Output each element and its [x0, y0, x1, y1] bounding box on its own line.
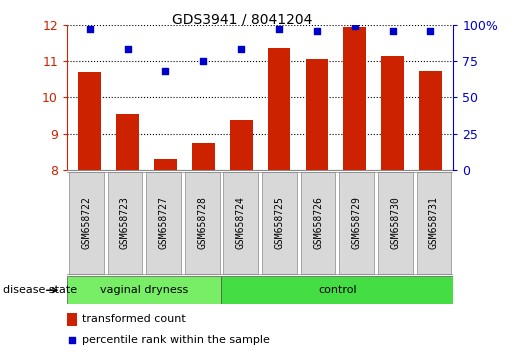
Bar	[67, 276, 221, 304]
Bar	[185, 172, 219, 274]
Point	[237, 47, 245, 52]
Bar	[381, 56, 404, 170]
Point	[388, 28, 397, 33]
Text: GSM658725: GSM658725	[274, 196, 284, 250]
Text: GSM658722: GSM658722	[81, 196, 91, 250]
Bar	[221, 276, 453, 304]
Text: transformed count: transformed count	[81, 314, 185, 325]
Bar	[301, 172, 335, 274]
Text: control: control	[318, 285, 356, 295]
Bar	[378, 172, 413, 274]
Point	[275, 26, 283, 32]
Point	[67, 337, 76, 343]
Text: disease state: disease state	[3, 285, 77, 295]
Text: percentile rank within the sample: percentile rank within the sample	[81, 335, 269, 345]
Point	[124, 47, 132, 52]
Text: GSM658724: GSM658724	[236, 196, 246, 250]
Text: vaginal dryness: vaginal dryness	[100, 285, 188, 295]
Text: GSM658723: GSM658723	[120, 196, 130, 250]
Bar	[262, 172, 297, 274]
Text: GSM658726: GSM658726	[313, 196, 323, 250]
Text: GSM658730: GSM658730	[390, 196, 400, 250]
Point	[85, 26, 94, 32]
Bar	[69, 172, 104, 274]
Bar	[339, 172, 374, 274]
Bar	[78, 72, 101, 170]
Point	[351, 23, 359, 29]
Bar	[154, 159, 177, 170]
Point	[313, 28, 321, 33]
Point	[161, 68, 169, 74]
Bar	[67, 313, 77, 326]
Bar	[230, 120, 252, 170]
Bar	[108, 172, 142, 274]
Bar	[305, 59, 328, 170]
Text: GSM658731: GSM658731	[429, 196, 439, 250]
Text: GDS3941 / 8041204: GDS3941 / 8041204	[172, 12, 312, 27]
Bar	[417, 172, 451, 274]
Text: GSM658729: GSM658729	[352, 196, 362, 250]
Text: GSM658727: GSM658727	[159, 196, 168, 250]
Bar	[192, 143, 215, 170]
Bar	[419, 71, 442, 170]
Point	[199, 58, 208, 64]
Bar	[268, 48, 290, 170]
Text: GSM658728: GSM658728	[197, 196, 207, 250]
Bar	[116, 114, 139, 170]
Point	[426, 28, 435, 33]
Bar	[224, 172, 258, 274]
Bar	[146, 172, 181, 274]
Bar	[344, 27, 366, 170]
